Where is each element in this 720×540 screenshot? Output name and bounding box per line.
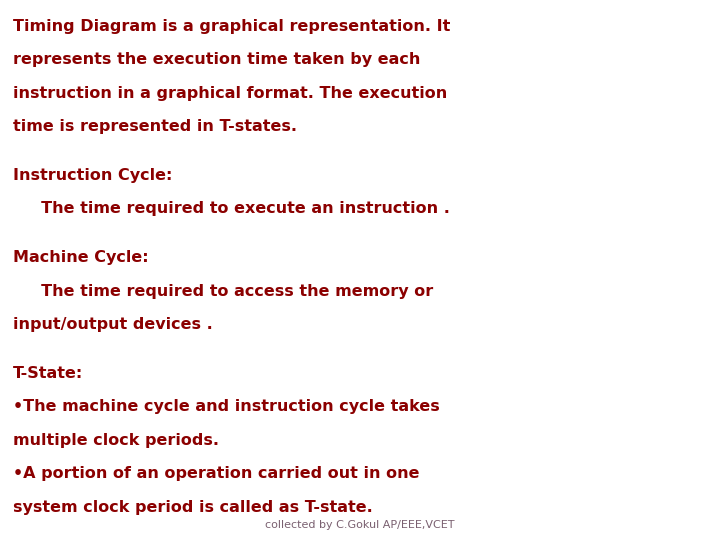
Text: collected by C.Gokul AP/EEE,VCET: collected by C.Gokul AP/EEE,VCET [265,520,455,530]
Text: •The machine cycle and instruction cycle takes: •The machine cycle and instruction cycle… [13,399,440,414]
Text: The time required to execute an instruction .: The time required to execute an instruct… [13,201,450,217]
Text: The time required to access the memory or: The time required to access the memory o… [13,284,433,299]
Text: input/output devices .: input/output devices . [13,317,212,332]
Text: time is represented in T-states.: time is represented in T-states. [13,119,297,134]
Text: multiple clock periods.: multiple clock periods. [13,433,219,448]
Text: •A portion of an operation carried out in one: •A portion of an operation carried out i… [13,466,420,481]
Text: Instruction Cycle:: Instruction Cycle: [13,168,172,183]
Text: instruction in a graphical format. The execution: instruction in a graphical format. The e… [13,86,447,101]
Text: T-State:: T-State: [13,366,84,381]
Text: Timing Diagram is a graphical representation. It: Timing Diagram is a graphical representa… [13,19,450,34]
Text: represents the execution time taken by each: represents the execution time taken by e… [13,52,420,68]
Text: system clock period is called as T-state.: system clock period is called as T-state… [13,500,373,515]
Text: Machine Cycle:: Machine Cycle: [13,250,148,265]
